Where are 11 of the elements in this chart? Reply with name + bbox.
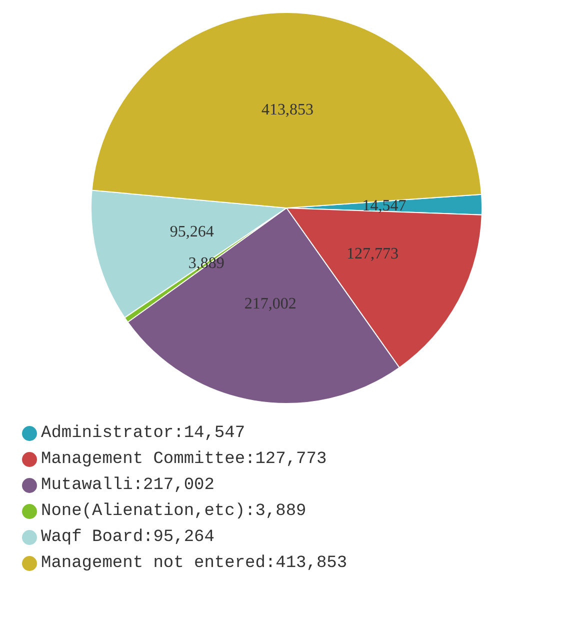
data-label: 217,002 bbox=[244, 296, 296, 313]
data-label: 95,264 bbox=[170, 224, 214, 241]
data-label: 14,547 bbox=[362, 198, 406, 214]
legend-label: Management not entered:413,853 bbox=[41, 554, 348, 572]
data-label: 127,773 bbox=[346, 246, 399, 263]
legend-label: None(Alienation,etc):3,889 bbox=[41, 502, 306, 520]
legend-label: Administrator:14,547 bbox=[41, 424, 246, 442]
legend-label: Waqf Board:95,264 bbox=[41, 528, 214, 546]
legend-label: Management Committee:127,773 bbox=[41, 450, 327, 468]
data-label: 413,853 bbox=[262, 101, 314, 118]
legend-label: Mutawalli:217,002 bbox=[41, 476, 214, 494]
